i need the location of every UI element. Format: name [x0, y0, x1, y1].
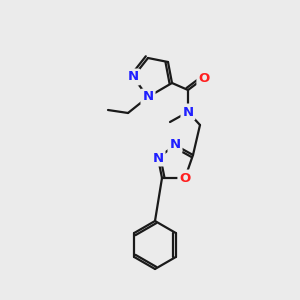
Text: O: O — [179, 172, 191, 184]
Text: N: N — [182, 106, 194, 118]
Text: N: N — [142, 91, 154, 103]
Text: O: O — [198, 71, 210, 85]
Text: N: N — [169, 139, 181, 152]
Text: N: N — [152, 152, 164, 164]
Text: N: N — [128, 70, 139, 83]
